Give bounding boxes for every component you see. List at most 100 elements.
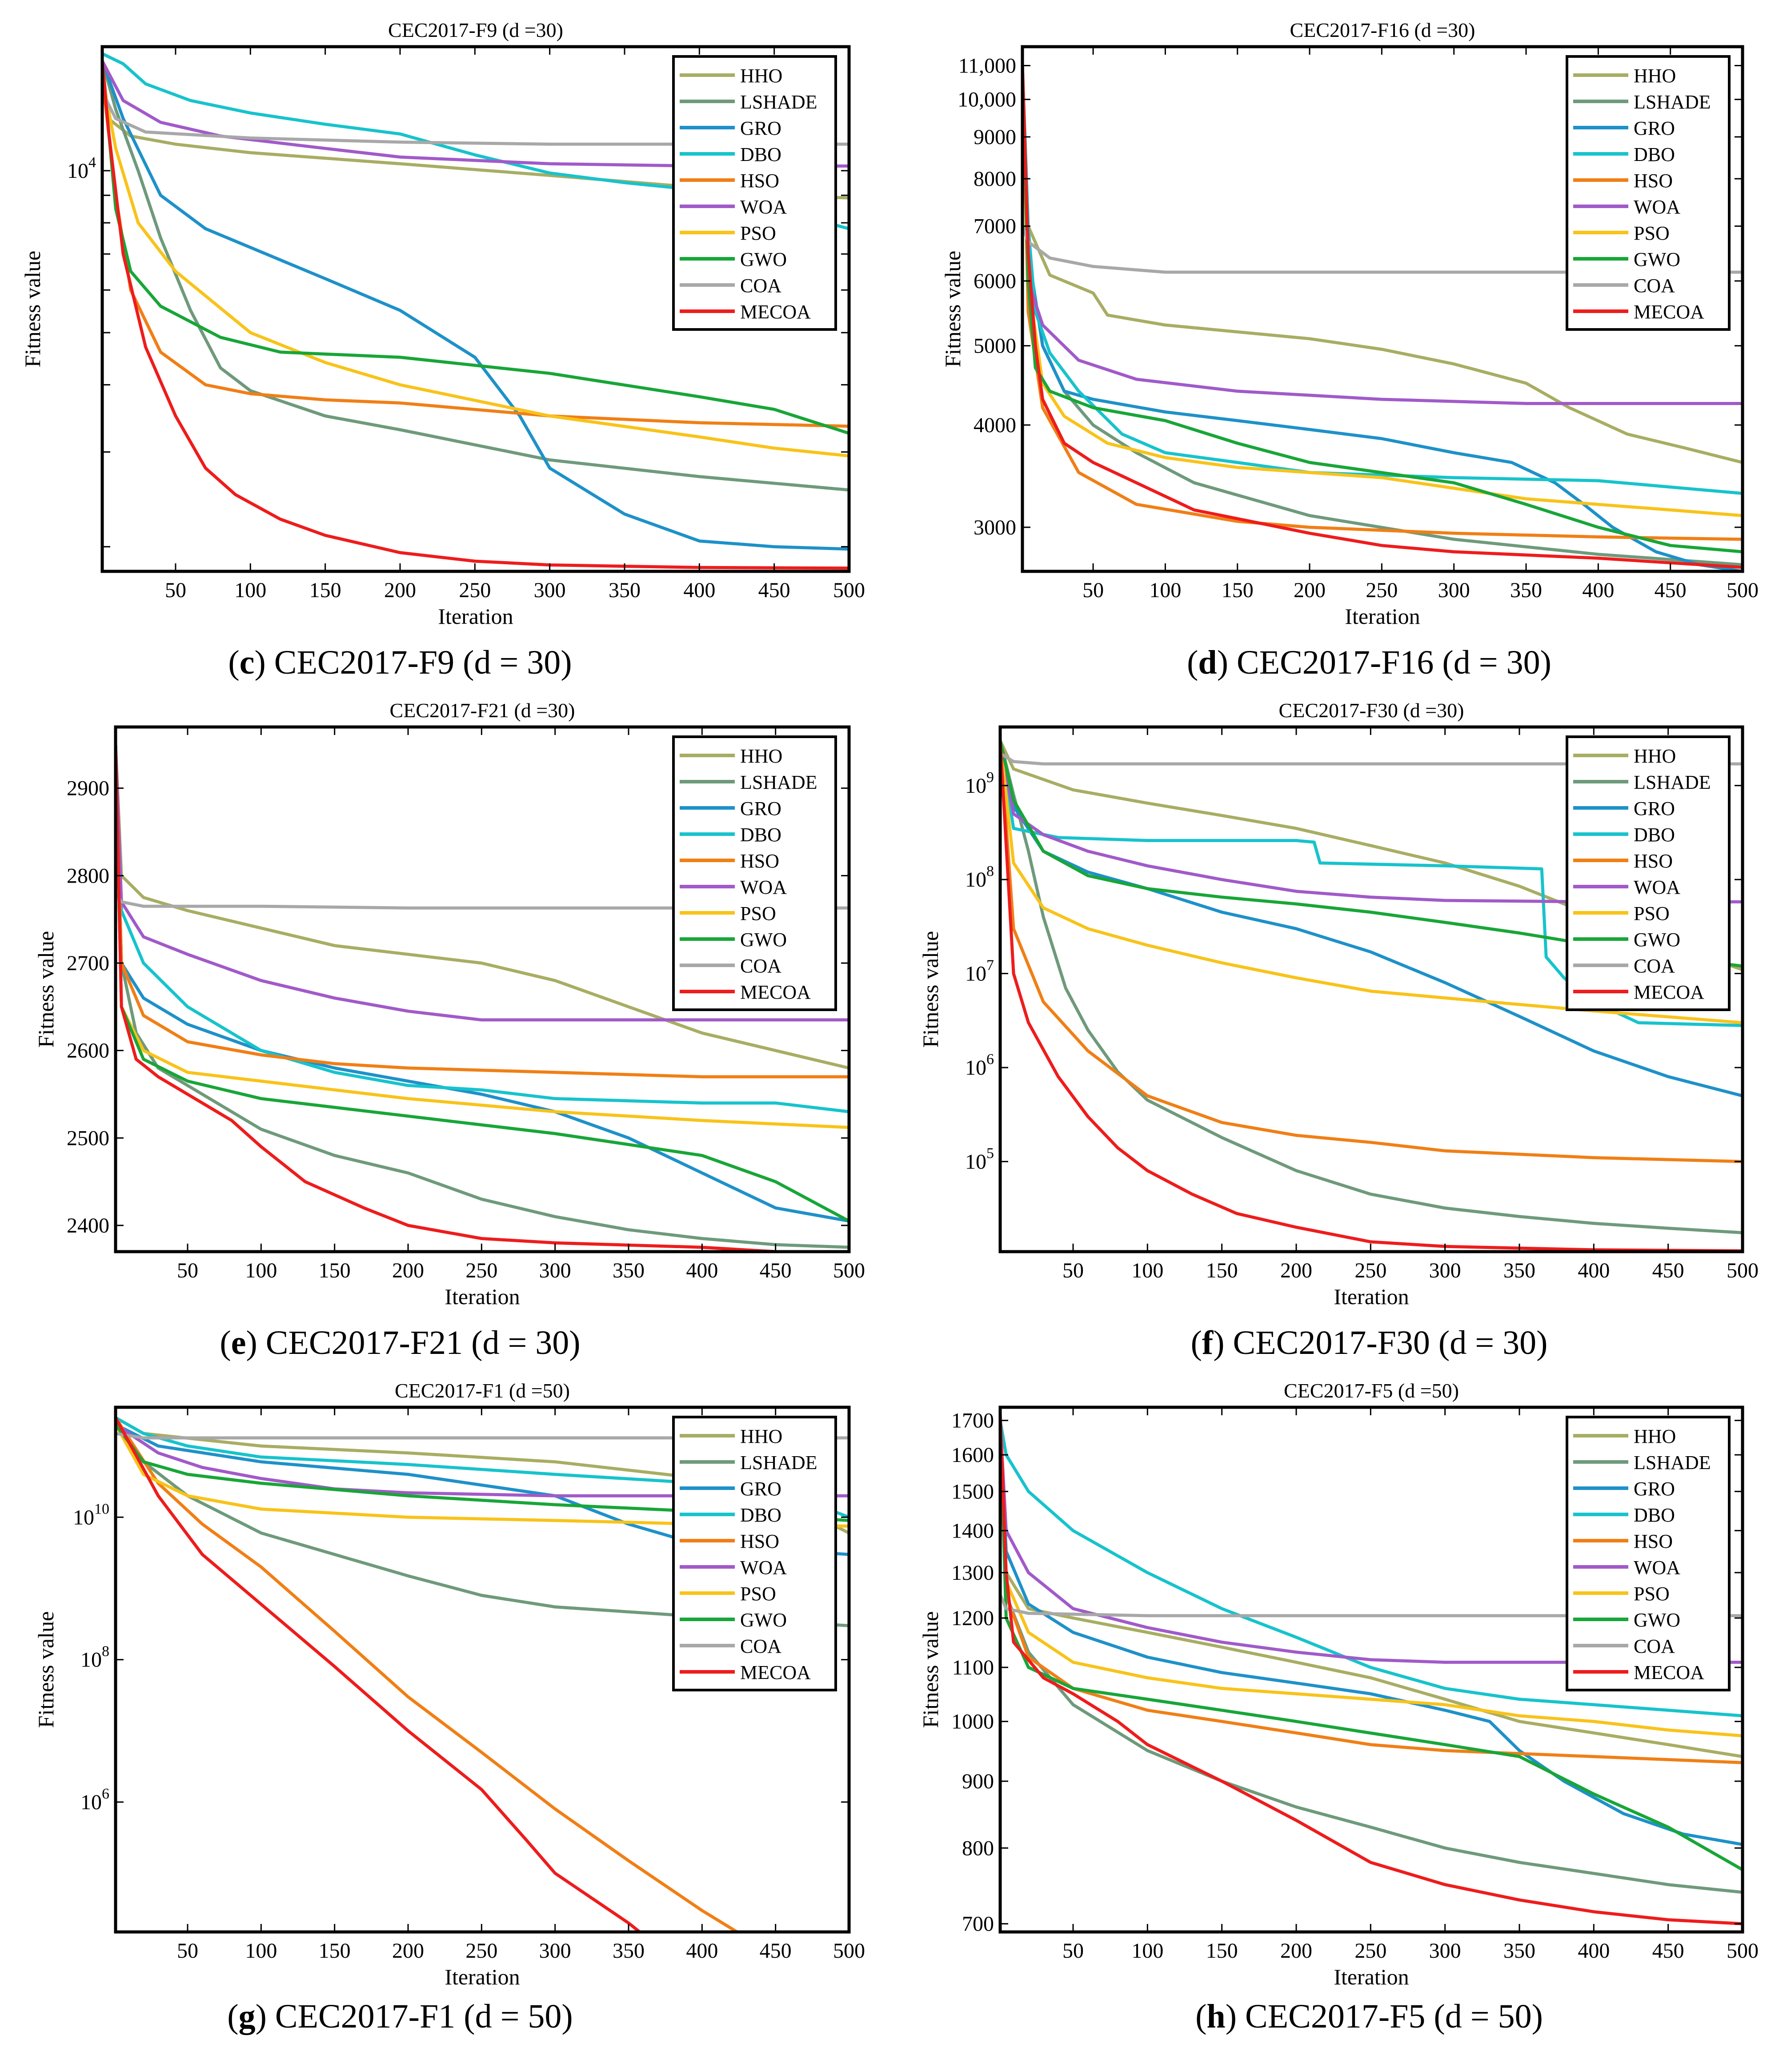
y-axis-label: Fitness value [940, 251, 965, 367]
legend-label-gwo: GWO [1634, 929, 1680, 951]
y-tick-label: 1600 [951, 1443, 994, 1467]
x-tick-label: 500 [1727, 1939, 1759, 1963]
series-group [116, 743, 849, 1252]
series-line-pso [116, 743, 849, 1129]
x-tick-label: 50 [165, 578, 186, 602]
y-axis-label: Fitness value [33, 931, 58, 1048]
x-axis-label: Iteration [1334, 1284, 1409, 1309]
x-tick-label: 450 [760, 1259, 792, 1282]
chart-e: CEC2017-F21 (d =30) 50 100 150 200 250 300 350 4… [33, 699, 865, 1361]
legend-label-hho: HHO [740, 745, 782, 767]
legend-label-pso: PSO [740, 903, 776, 924]
x-tick-label: 450 [760, 1939, 792, 1963]
legend-label-hso: HSO [740, 1530, 779, 1552]
y-tick-label: 5000 [974, 334, 1016, 358]
legend-label-coa: COA [1634, 1635, 1675, 1657]
chart-d: CEC2017-F16 (d =30) 50 100 150 200 250 300 350 4… [940, 19, 1759, 681]
x-tick-label: 300 [1429, 1259, 1461, 1282]
y-tick-label: 108 [80, 1643, 109, 1672]
legend-label-hho: HHO [1634, 65, 1676, 87]
series-line-coa [102, 90, 849, 146]
series-line-mecoa [1022, 64, 1743, 569]
x-tick-label: 100 [245, 1939, 277, 1963]
y-tick-label: 1000 [951, 1710, 994, 1734]
legend-label-coa: COA [740, 275, 781, 297]
legend-label-hso: HSO [740, 170, 779, 192]
series-line-mecoa [1000, 739, 1743, 1252]
x-tick-label: 450 [1652, 1259, 1684, 1282]
panel-caption: (c) CEC2017-F9 (d = 30) [228, 644, 572, 681]
legend-label-woa: WOA [740, 1557, 787, 1578]
legend-label-woa: WOA [1634, 196, 1680, 218]
series-line-woa [1000, 1419, 1743, 1664]
series-line-coa [116, 891, 849, 910]
series-line-gwo [102, 59, 849, 435]
x-tick-label: 350 [613, 1939, 645, 1963]
series-line-lshade [1000, 1419, 1743, 1894]
legend-label-lshade: LSHADE [740, 91, 817, 113]
legend-label-gro: GRO [740, 1478, 781, 1500]
legend-label-gro: GRO [1634, 798, 1675, 819]
legend-label-mecoa: MECOA [740, 1662, 811, 1683]
series-group [1000, 1412, 1743, 1926]
x-tick-label: 150 [1206, 1939, 1238, 1963]
x-tick-label: 450 [758, 578, 790, 602]
legend-label-coa: COA [1634, 275, 1675, 297]
axes-box [1021, 45, 1744, 573]
x-tick-label: 400 [1582, 578, 1614, 602]
legend-label-dbo: DBO [1634, 144, 1675, 165]
x-tick-label: 500 [833, 578, 865, 602]
x-tick-label: 250 [465, 1939, 497, 1963]
legend-label-lshade: LSHADE [740, 771, 817, 793]
chart-h: CEC2017-F5 (d =50) 50 100 150 200 250 300 350 40… [918, 1379, 1759, 2035]
series-line-gwo [1022, 64, 1743, 554]
series-line-lshade [116, 751, 849, 1249]
x-tick-label: 150 [319, 1259, 351, 1282]
y-tick-label: 2400 [67, 1214, 109, 1237]
x-tick-label: 200 [1280, 1259, 1312, 1282]
x-tick-label: 250 [465, 1259, 497, 1282]
series-line-pso [1000, 739, 1743, 1024]
x-tick-label: 300 [534, 578, 566, 602]
x-tick-label: 300 [1429, 1939, 1461, 1963]
series-line-woa [102, 59, 849, 168]
series-group [102, 52, 849, 570]
x-tick-label: 100 [1131, 1939, 1163, 1963]
y-tick-label: 1300 [951, 1561, 994, 1585]
series-line-hso [116, 1416, 740, 1932]
y-tick-label: 107 [965, 957, 994, 986]
x-tick-label: 250 [459, 578, 491, 602]
x-axis-label: Iteration [1345, 604, 1420, 629]
legend-label-gwo: GWO [1634, 1609, 1680, 1631]
legend-label-dbo: DBO [1634, 824, 1675, 846]
series-group [116, 1416, 849, 1932]
y-tick-label: 105 [965, 1145, 994, 1173]
legend-label-gwo: GWO [740, 1609, 787, 1631]
chart-g: CEC2017-F1 (d =50) 50 100 150 200 250 300 350 40… [33, 1379, 865, 2035]
legend-label-pso: PSO [1634, 903, 1670, 924]
panel-caption: (d) CEC2017-F16 (d = 30) [1187, 644, 1551, 681]
legend-label-pso: PSO [740, 222, 776, 244]
series-line-gwo [116, 743, 849, 1223]
y-axis-label: Fitness value [33, 1611, 58, 1728]
x-tick-label: 450 [1655, 578, 1687, 602]
legend-label-gro: GRO [740, 798, 781, 819]
x-tick-label: 500 [833, 1939, 865, 1963]
y-tick-label: 2800 [67, 864, 109, 887]
x-tick-label: 200 [1294, 578, 1326, 602]
x-axis-label: Iteration [438, 604, 513, 629]
legend-label-dbo: DBO [740, 1504, 781, 1526]
y-tick-label: 700 [962, 1912, 994, 1936]
x-tick-label: 50 [1062, 1939, 1084, 1963]
series-line-gwo [1000, 1419, 1743, 1871]
y-tick-label: 4000 [974, 414, 1016, 437]
x-tick-label: 500 [833, 1259, 865, 1282]
y-axis-label: Fitness value [918, 931, 943, 1048]
legend-label-pso: PSO [1634, 1583, 1670, 1605]
x-axis-label: Iteration [1334, 1964, 1409, 1989]
x-axis-label: Iteration [445, 1284, 520, 1309]
series-line-pso [102, 74, 849, 458]
legend-label-lshade: LSHADE [1634, 771, 1711, 793]
series-line-pso [1022, 64, 1743, 518]
